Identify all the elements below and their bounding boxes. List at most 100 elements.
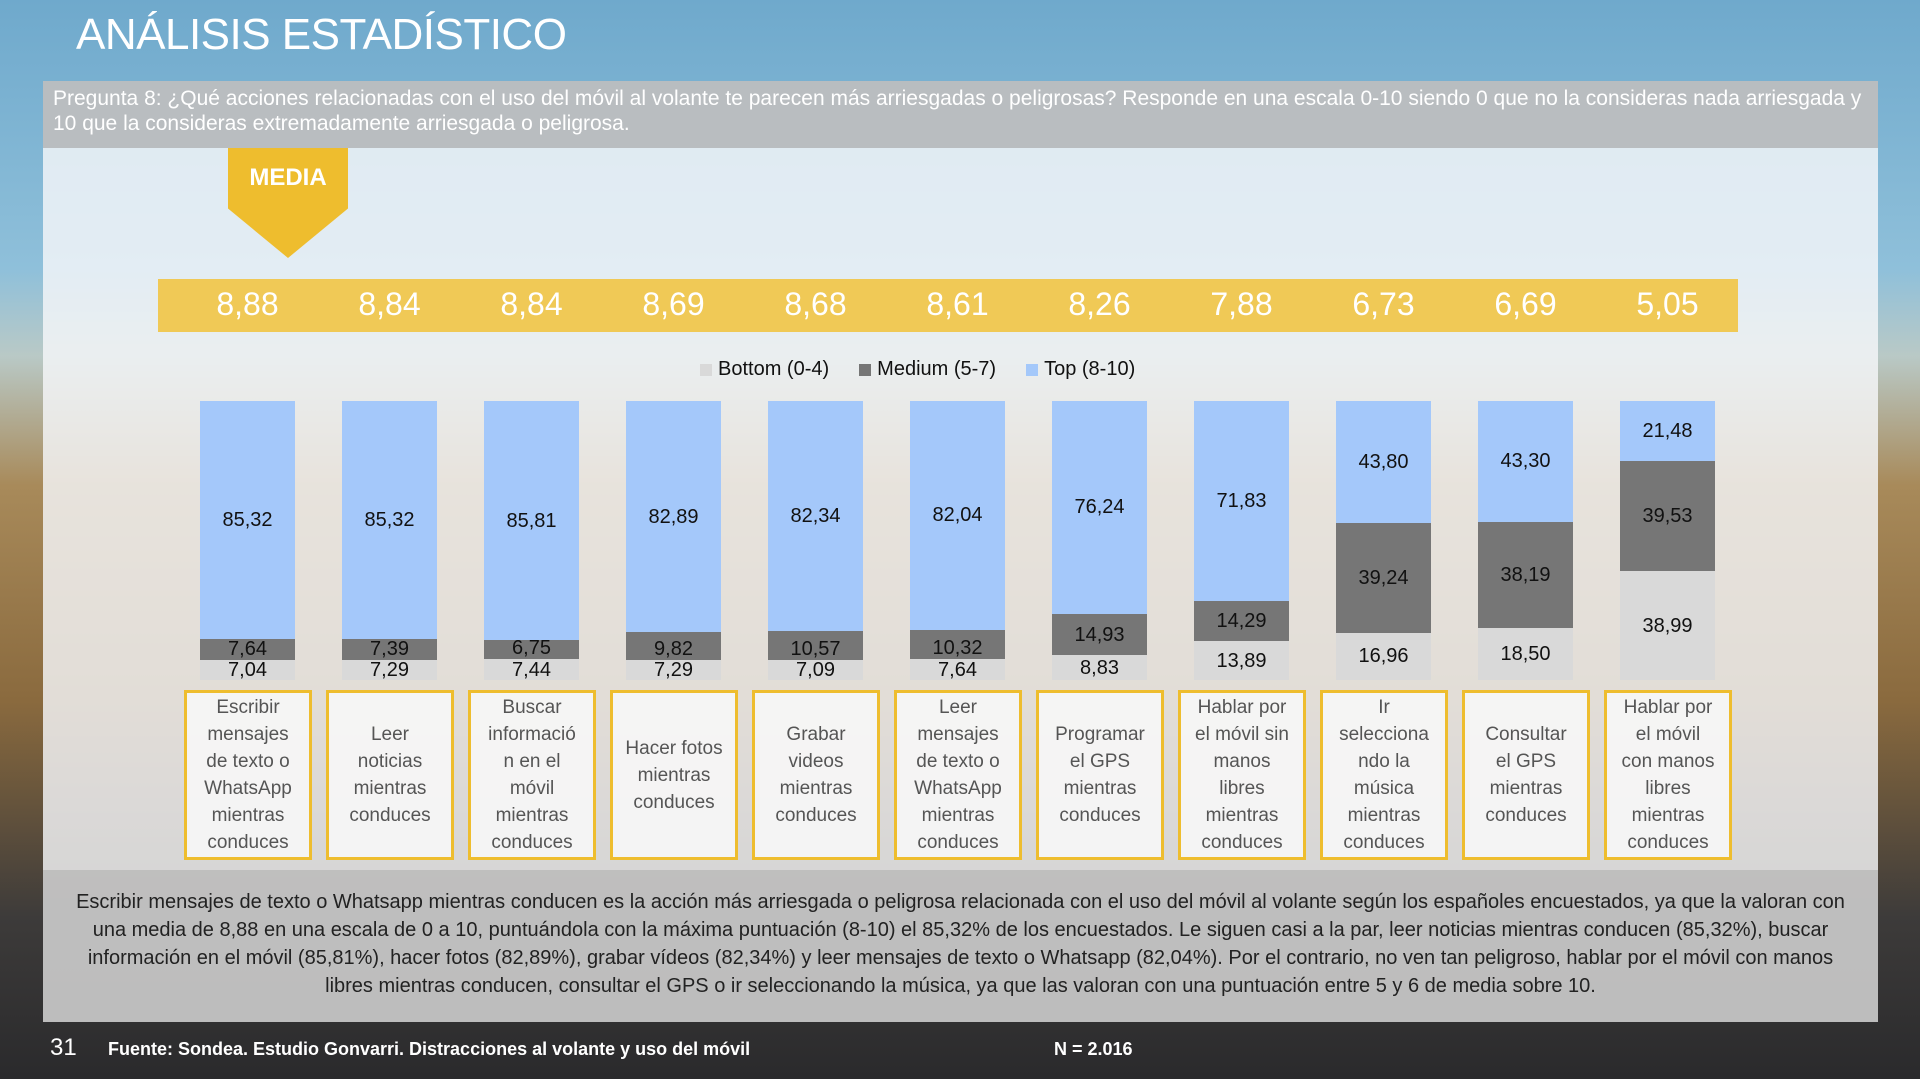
bar-segment-top <box>1478 401 1573 522</box>
question-text: Pregunta 8: ¿Qué acciones relacionadas c… <box>43 81 1878 148</box>
data-label: 6,75 <box>512 637 551 660</box>
category-label: Hacer fotos mientras conduces <box>610 690 738 860</box>
data-label: 8,83 <box>1080 656 1119 679</box>
mean-value: 6,69 <box>1494 286 1557 322</box>
category-label: Escribir mensajes de texto o WhatsApp mi… <box>184 690 312 860</box>
bar-segment-top <box>1336 401 1431 524</box>
legend-swatch <box>1026 363 1039 376</box>
bar-segment-top <box>1052 401 1147 614</box>
legend-label: Bottom (0-4) <box>718 358 830 380</box>
bar-segment-medium <box>200 639 295 661</box>
legend-swatch <box>859 363 872 376</box>
category-label: Consultar el GPS mientras conduces <box>1462 690 1590 860</box>
data-label: 39,24 <box>1358 566 1409 589</box>
data-label: 85,32 <box>222 509 273 532</box>
data-label: 82,04 <box>932 504 983 527</box>
bar-segment-top <box>768 401 863 631</box>
bar-segment-top <box>342 401 437 640</box>
bar-segment-medium <box>484 640 579 660</box>
source-note: Fuente: Sondea. Estudio Gonvarri. Distra… <box>108 1039 751 1059</box>
data-label: 82,89 <box>648 505 699 528</box>
legend-item: Medium (5-7) <box>859 358 996 381</box>
mean-value: 8,88 <box>216 286 279 322</box>
mean-value: 8,84 <box>500 286 563 322</box>
legend-item: Top (8-10) <box>1026 358 1135 381</box>
bar-segment-top <box>910 401 1005 630</box>
page-title: ANÁLISIS ESTADÍSTICO <box>76 10 567 59</box>
bar-segment-bottom <box>484 659 579 680</box>
legend: Bottom (0-4) Medium (5-7) Top (8-10) <box>700 358 1135 381</box>
data-label: 7,04 <box>228 659 267 681</box>
bar-segment-bottom <box>626 659 721 680</box>
data-label: 43,80 <box>1358 451 1409 474</box>
mean-value: 6,73 <box>1352 286 1415 322</box>
data-label: 85,32 <box>364 509 415 532</box>
mean-value: 8,84 <box>358 286 421 322</box>
bar-segment-bottom <box>200 660 295 680</box>
mean-value: 8,26 <box>1068 286 1131 322</box>
data-label: 7,29 <box>370 659 409 681</box>
bar-segment-bottom <box>342 659 437 680</box>
bar-segment-medium <box>342 639 437 660</box>
category-label: Hablar por el móvil con manos libres mie… <box>1604 690 1732 860</box>
bar-segment-medium <box>910 629 1005 659</box>
bar-segment-bottom <box>1620 571 1715 680</box>
category-label: Hablar por el móvil sin manos libres mie… <box>1178 690 1306 860</box>
data-label: 7,39 <box>370 637 409 660</box>
bar-segment-bottom <box>1336 632 1431 680</box>
bar-segment-top <box>200 401 295 640</box>
legend-item: Bottom (0-4) <box>700 358 829 381</box>
data-label: 82,34 <box>790 504 841 527</box>
bar-segment-medium <box>1478 521 1573 629</box>
data-label: 18,50 <box>1500 643 1551 666</box>
bar-segment-medium <box>1620 460 1715 572</box>
mean-value: 8,61 <box>926 286 989 322</box>
data-label: 85,81 <box>506 509 557 532</box>
data-label: 14,93 <box>1074 623 1125 646</box>
data-label: 38,19 <box>1500 564 1551 587</box>
data-label: 9,82 <box>654 637 693 660</box>
data-label: 13,89 <box>1216 649 1267 672</box>
legend-label: Medium (5-7) <box>877 358 997 380</box>
data-label: 7,09 <box>796 659 835 681</box>
bar-segment-bottom <box>1478 628 1573 680</box>
page-number: 31 <box>50 1034 77 1061</box>
category-label: Buscar informació n en el móvil mientras… <box>468 690 596 860</box>
data-label: 76,24 <box>1074 496 1125 519</box>
bar-segment-medium <box>1336 523 1431 633</box>
sample-size: N = 2.016 <box>1054 1039 1133 1059</box>
bar-segment-top <box>1620 401 1715 461</box>
category-label: Leer noticias mientras conduces <box>326 690 454 860</box>
mean-value: 5,05 <box>1636 286 1699 322</box>
data-label: 10,32 <box>932 636 983 659</box>
bar-segment-medium <box>626 632 721 660</box>
data-label: 21,48 <box>1642 419 1693 442</box>
data-label: 16,96 <box>1358 645 1409 668</box>
bar-segment-top <box>1194 400 1289 602</box>
data-label: 7,44 <box>512 659 551 681</box>
data-label: 7,64 <box>938 659 977 681</box>
data-label: 43,30 <box>1500 450 1551 473</box>
category-label: Ir selecciona ndo la música mientras con… <box>1320 690 1448 860</box>
bar-segment-medium <box>1052 613 1147 656</box>
bar-segment-bottom <box>910 658 1005 680</box>
category-label: Grabar videos mientras conduces <box>752 690 880 860</box>
data-label: 7,29 <box>654 659 693 681</box>
mean-value: 8,69 <box>642 286 705 322</box>
legend-swatch <box>700 363 712 376</box>
bar-segment-bottom <box>1052 655 1147 680</box>
data-label: 7,64 <box>228 638 267 661</box>
data-label: 71,83 <box>1216 490 1267 513</box>
bar-segment-top <box>484 401 579 641</box>
category-label: Programar el GPS mientras conduces <box>1036 690 1164 860</box>
data-label: 39,53 <box>1642 505 1693 528</box>
bar-segment-bottom <box>1194 641 1289 680</box>
data-label: 14,29 <box>1216 610 1267 633</box>
summary-text: Escribir mensajes de texto o Whatsapp mi… <box>43 870 1878 1022</box>
data-label: 38,99 <box>1642 614 1693 637</box>
mean-value: 8,68 <box>784 286 847 322</box>
data-label: 10,57 <box>790 638 841 661</box>
bar-segment-bottom <box>768 660 863 680</box>
legend-label: Top (8-10) <box>1044 358 1136 380</box>
bar-segment-medium <box>1194 601 1289 642</box>
